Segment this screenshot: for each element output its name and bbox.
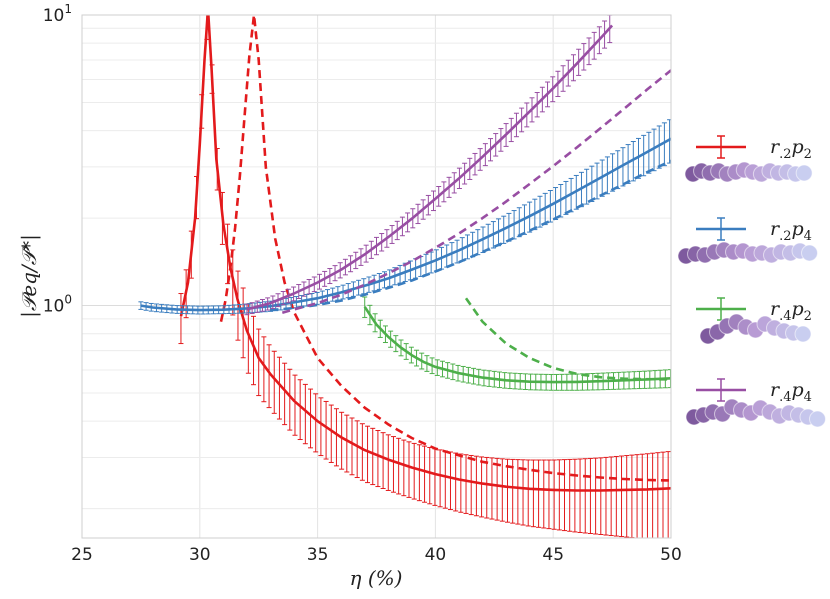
legend-label-p: p — [792, 298, 804, 320]
series-dashed-r.2p4 — [270, 159, 671, 312]
series-r.2p2 — [178, 15, 671, 538]
y-tick-base: 10 — [43, 6, 65, 26]
bead — [801, 244, 818, 262]
y-axis-label: |𝒫eq/𝒫*| — [17, 234, 42, 318]
y-tick-label: 100 — [43, 293, 72, 317]
legend-entry-r.2p4: r.2p4 — [677, 217, 818, 265]
legend-label-r.4p4: r.4p4 — [770, 379, 812, 405]
x-tick-label: 45 — [542, 545, 564, 565]
series-line-r.4p4 — [246, 24, 614, 311]
legend-label-r: r — [770, 298, 781, 320]
molecule-icon-r.2p4 — [677, 241, 818, 265]
series-dashed-r.2p2 — [219, 15, 671, 482]
legend-label-sub2: 4 — [804, 390, 812, 405]
legend-label-sub2: 4 — [804, 229, 812, 244]
legend-label-sub1: .2 — [779, 147, 791, 162]
molecule-icon-r.2p2 — [684, 161, 813, 183]
y-tick-exponent: 1 — [64, 2, 72, 16]
legend-label-r: r — [770, 218, 781, 240]
series-r.4p4 — [244, 15, 671, 316]
legend-label-sub2: 2 — [804, 147, 812, 162]
bead — [795, 164, 813, 182]
series-dashed-r.4p2 — [464, 297, 671, 381]
legend-entry-r.2p2: r.2p2 — [684, 135, 813, 183]
x-axis-label: η (%) — [350, 566, 403, 590]
y-tick-label: 101 — [43, 2, 72, 26]
x-tick-label: 25 — [71, 545, 93, 565]
legend-label-r.4p2: r.4p2 — [770, 298, 812, 324]
plot-frame — [81, 14, 672, 539]
legend-label-p: p — [792, 379, 804, 401]
legend-label-r: r — [770, 379, 781, 401]
bead — [809, 410, 826, 428]
x-tick-label: 35 — [307, 545, 329, 565]
series-line-r.2p2 — [179, 15, 671, 492]
series-line-r.2p4 — [140, 137, 671, 312]
legend-label-sub1: .2 — [779, 229, 791, 244]
series-line-r.4p2 — [363, 306, 671, 384]
y-tick-base: 10 — [43, 297, 65, 317]
legend-entry-r.4p4: r.4p4 — [685, 378, 826, 428]
legend-label-sub1: .4 — [779, 390, 791, 405]
x-tick-labels: 25 30 35 40 45 50 — [71, 545, 682, 565]
bead — [794, 325, 812, 343]
legend-label-sub2: 2 — [804, 309, 812, 324]
legend-label-sub1: .4 — [779, 309, 791, 324]
plot-area — [82, 15, 671, 538]
series-dashed-r.4p4 — [281, 69, 671, 314]
legend-label-r: r — [770, 136, 781, 158]
legend-label-p: p — [792, 218, 804, 240]
legend-entry-r.4p2: r.4p2 — [696, 297, 812, 345]
molecule-icon-r.4p4 — [685, 398, 826, 428]
y-tick-exponent: 0 — [64, 293, 72, 307]
series-r.4p2 — [362, 296, 671, 391]
x-tick-label: 50 — [660, 545, 682, 565]
legend-label-r.2p2: r.2p2 — [770, 136, 812, 162]
molecule-icon-r.4p2 — [699, 313, 812, 345]
legend-label-p: p — [792, 136, 804, 158]
legend-label-r.2p4: r.2p4 — [770, 218, 812, 244]
plot-layer — [138, 15, 671, 538]
x-tick-label: 30 — [189, 545, 211, 565]
x-tick-label: 40 — [425, 545, 447, 565]
series-r.2p4 — [138, 119, 671, 315]
